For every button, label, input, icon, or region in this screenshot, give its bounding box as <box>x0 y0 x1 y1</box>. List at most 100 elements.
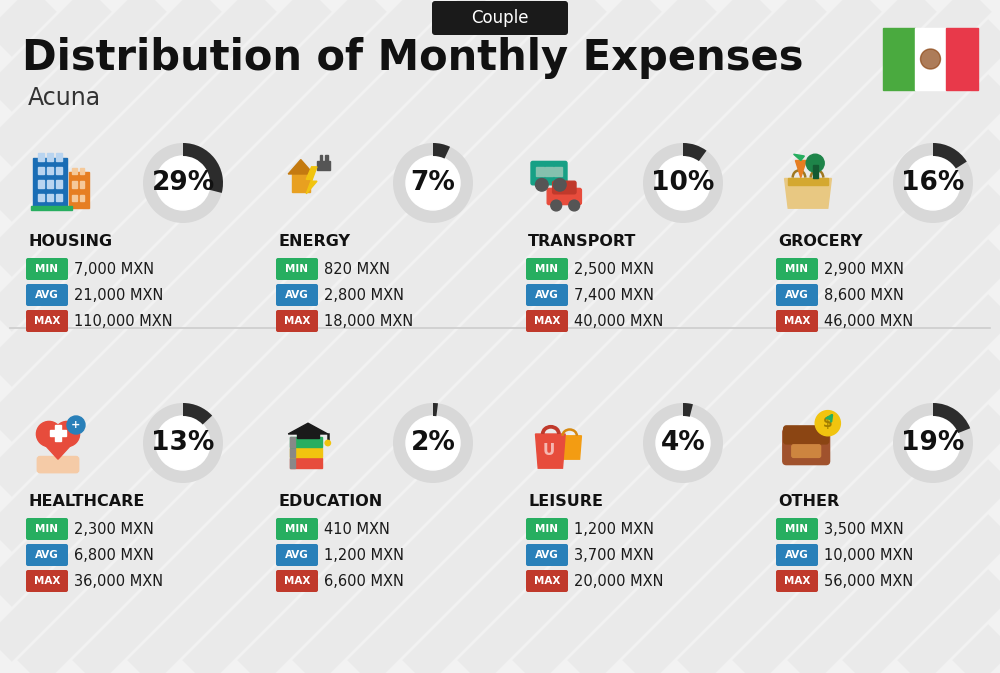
Circle shape <box>906 416 960 470</box>
Text: LEISURE: LEISURE <box>528 493 603 509</box>
Circle shape <box>551 200 562 211</box>
Text: 7,400 MXN: 7,400 MXN <box>574 287 654 302</box>
Text: MAX: MAX <box>34 316 60 326</box>
Text: MAX: MAX <box>284 576 310 586</box>
Text: 2%: 2% <box>411 430 455 456</box>
FancyBboxPatch shape <box>784 426 829 444</box>
Text: AVG: AVG <box>535 290 559 300</box>
Circle shape <box>156 156 210 210</box>
Text: 110,000 MXN: 110,000 MXN <box>74 314 173 328</box>
Circle shape <box>325 440 330 446</box>
Bar <box>69 172 89 208</box>
FancyBboxPatch shape <box>276 544 318 566</box>
Bar <box>38 194 44 201</box>
Text: 2,900 MXN: 2,900 MXN <box>824 262 904 277</box>
FancyBboxPatch shape <box>26 310 68 332</box>
FancyBboxPatch shape <box>526 570 568 592</box>
Text: AVG: AVG <box>285 550 309 560</box>
Text: 1,200 MXN: 1,200 MXN <box>574 522 654 536</box>
Text: 3,700 MXN: 3,700 MXN <box>574 548 654 563</box>
FancyBboxPatch shape <box>776 310 818 332</box>
FancyBboxPatch shape <box>526 544 568 566</box>
Wedge shape <box>683 143 707 161</box>
Wedge shape <box>433 403 438 416</box>
Text: AVG: AVG <box>35 290 59 300</box>
FancyBboxPatch shape <box>276 518 318 540</box>
Text: MAX: MAX <box>534 576 560 586</box>
Text: MIN: MIN <box>536 264 558 274</box>
FancyBboxPatch shape <box>526 518 568 540</box>
FancyBboxPatch shape <box>792 445 821 458</box>
Text: MAX: MAX <box>284 316 310 326</box>
Polygon shape <box>292 174 310 192</box>
Text: $: $ <box>823 416 833 430</box>
Text: 7%: 7% <box>411 170 455 196</box>
Text: 20,000 MXN: 20,000 MXN <box>574 573 664 588</box>
Text: U: U <box>543 443 555 458</box>
Text: 36,000 MXN: 36,000 MXN <box>74 573 163 588</box>
FancyBboxPatch shape <box>776 570 818 592</box>
FancyBboxPatch shape <box>526 284 568 306</box>
Text: 410 MXN: 410 MXN <box>324 522 390 536</box>
Text: 6,600 MXN: 6,600 MXN <box>324 573 404 588</box>
Text: 21,000 MXN: 21,000 MXN <box>74 287 163 302</box>
Polygon shape <box>288 160 313 174</box>
Text: ENERGY: ENERGY <box>278 234 350 248</box>
Bar <box>554 167 562 176</box>
Bar <box>80 168 84 174</box>
FancyBboxPatch shape <box>26 258 68 280</box>
Circle shape <box>536 178 548 191</box>
FancyBboxPatch shape <box>776 284 818 306</box>
FancyBboxPatch shape <box>26 518 68 540</box>
Wedge shape <box>683 403 693 417</box>
Wedge shape <box>143 143 223 223</box>
Text: Distribution of Monthly Expenses: Distribution of Monthly Expenses <box>22 37 804 79</box>
Wedge shape <box>183 403 212 425</box>
Circle shape <box>906 156 960 210</box>
FancyBboxPatch shape <box>526 310 568 332</box>
Wedge shape <box>643 403 723 483</box>
Bar <box>812 165 818 178</box>
FancyBboxPatch shape <box>276 310 318 332</box>
Text: 40,000 MXN: 40,000 MXN <box>574 314 663 328</box>
FancyBboxPatch shape <box>526 258 568 280</box>
Wedge shape <box>933 143 967 168</box>
FancyBboxPatch shape <box>26 284 68 306</box>
Circle shape <box>569 200 580 211</box>
Wedge shape <box>893 403 973 483</box>
Text: EDUCATION: EDUCATION <box>278 493 382 509</box>
Text: 2,300 MXN: 2,300 MXN <box>74 522 154 536</box>
Polygon shape <box>795 160 806 178</box>
Text: +: + <box>71 420 81 430</box>
Text: 18,000 MXN: 18,000 MXN <box>324 314 413 328</box>
Wedge shape <box>433 143 450 159</box>
FancyBboxPatch shape <box>776 518 818 540</box>
Text: 10%: 10% <box>651 170 715 196</box>
Circle shape <box>920 49 940 69</box>
Polygon shape <box>306 167 317 194</box>
Polygon shape <box>288 423 328 434</box>
Text: 2,500 MXN: 2,500 MXN <box>574 262 654 277</box>
Text: MIN: MIN <box>286 264 308 274</box>
Bar <box>33 157 67 208</box>
Text: 7,000 MXN: 7,000 MXN <box>74 262 154 277</box>
Bar <box>38 167 44 174</box>
Bar <box>47 180 53 188</box>
Polygon shape <box>794 154 804 160</box>
Bar <box>56 180 62 188</box>
Text: MAX: MAX <box>34 576 60 586</box>
Text: 8,600 MXN: 8,600 MXN <box>824 287 904 302</box>
FancyBboxPatch shape <box>553 181 576 194</box>
FancyBboxPatch shape <box>531 162 567 185</box>
FancyBboxPatch shape <box>783 429 830 464</box>
Wedge shape <box>933 403 970 433</box>
Text: MIN: MIN <box>36 264 58 274</box>
Text: 2,800 MXN: 2,800 MXN <box>324 287 404 302</box>
Bar <box>80 181 84 188</box>
Wedge shape <box>393 143 473 223</box>
Bar <box>55 425 61 441</box>
Circle shape <box>656 416 710 470</box>
Text: 16%: 16% <box>901 170 965 196</box>
Bar <box>325 155 328 160</box>
Circle shape <box>36 421 62 447</box>
